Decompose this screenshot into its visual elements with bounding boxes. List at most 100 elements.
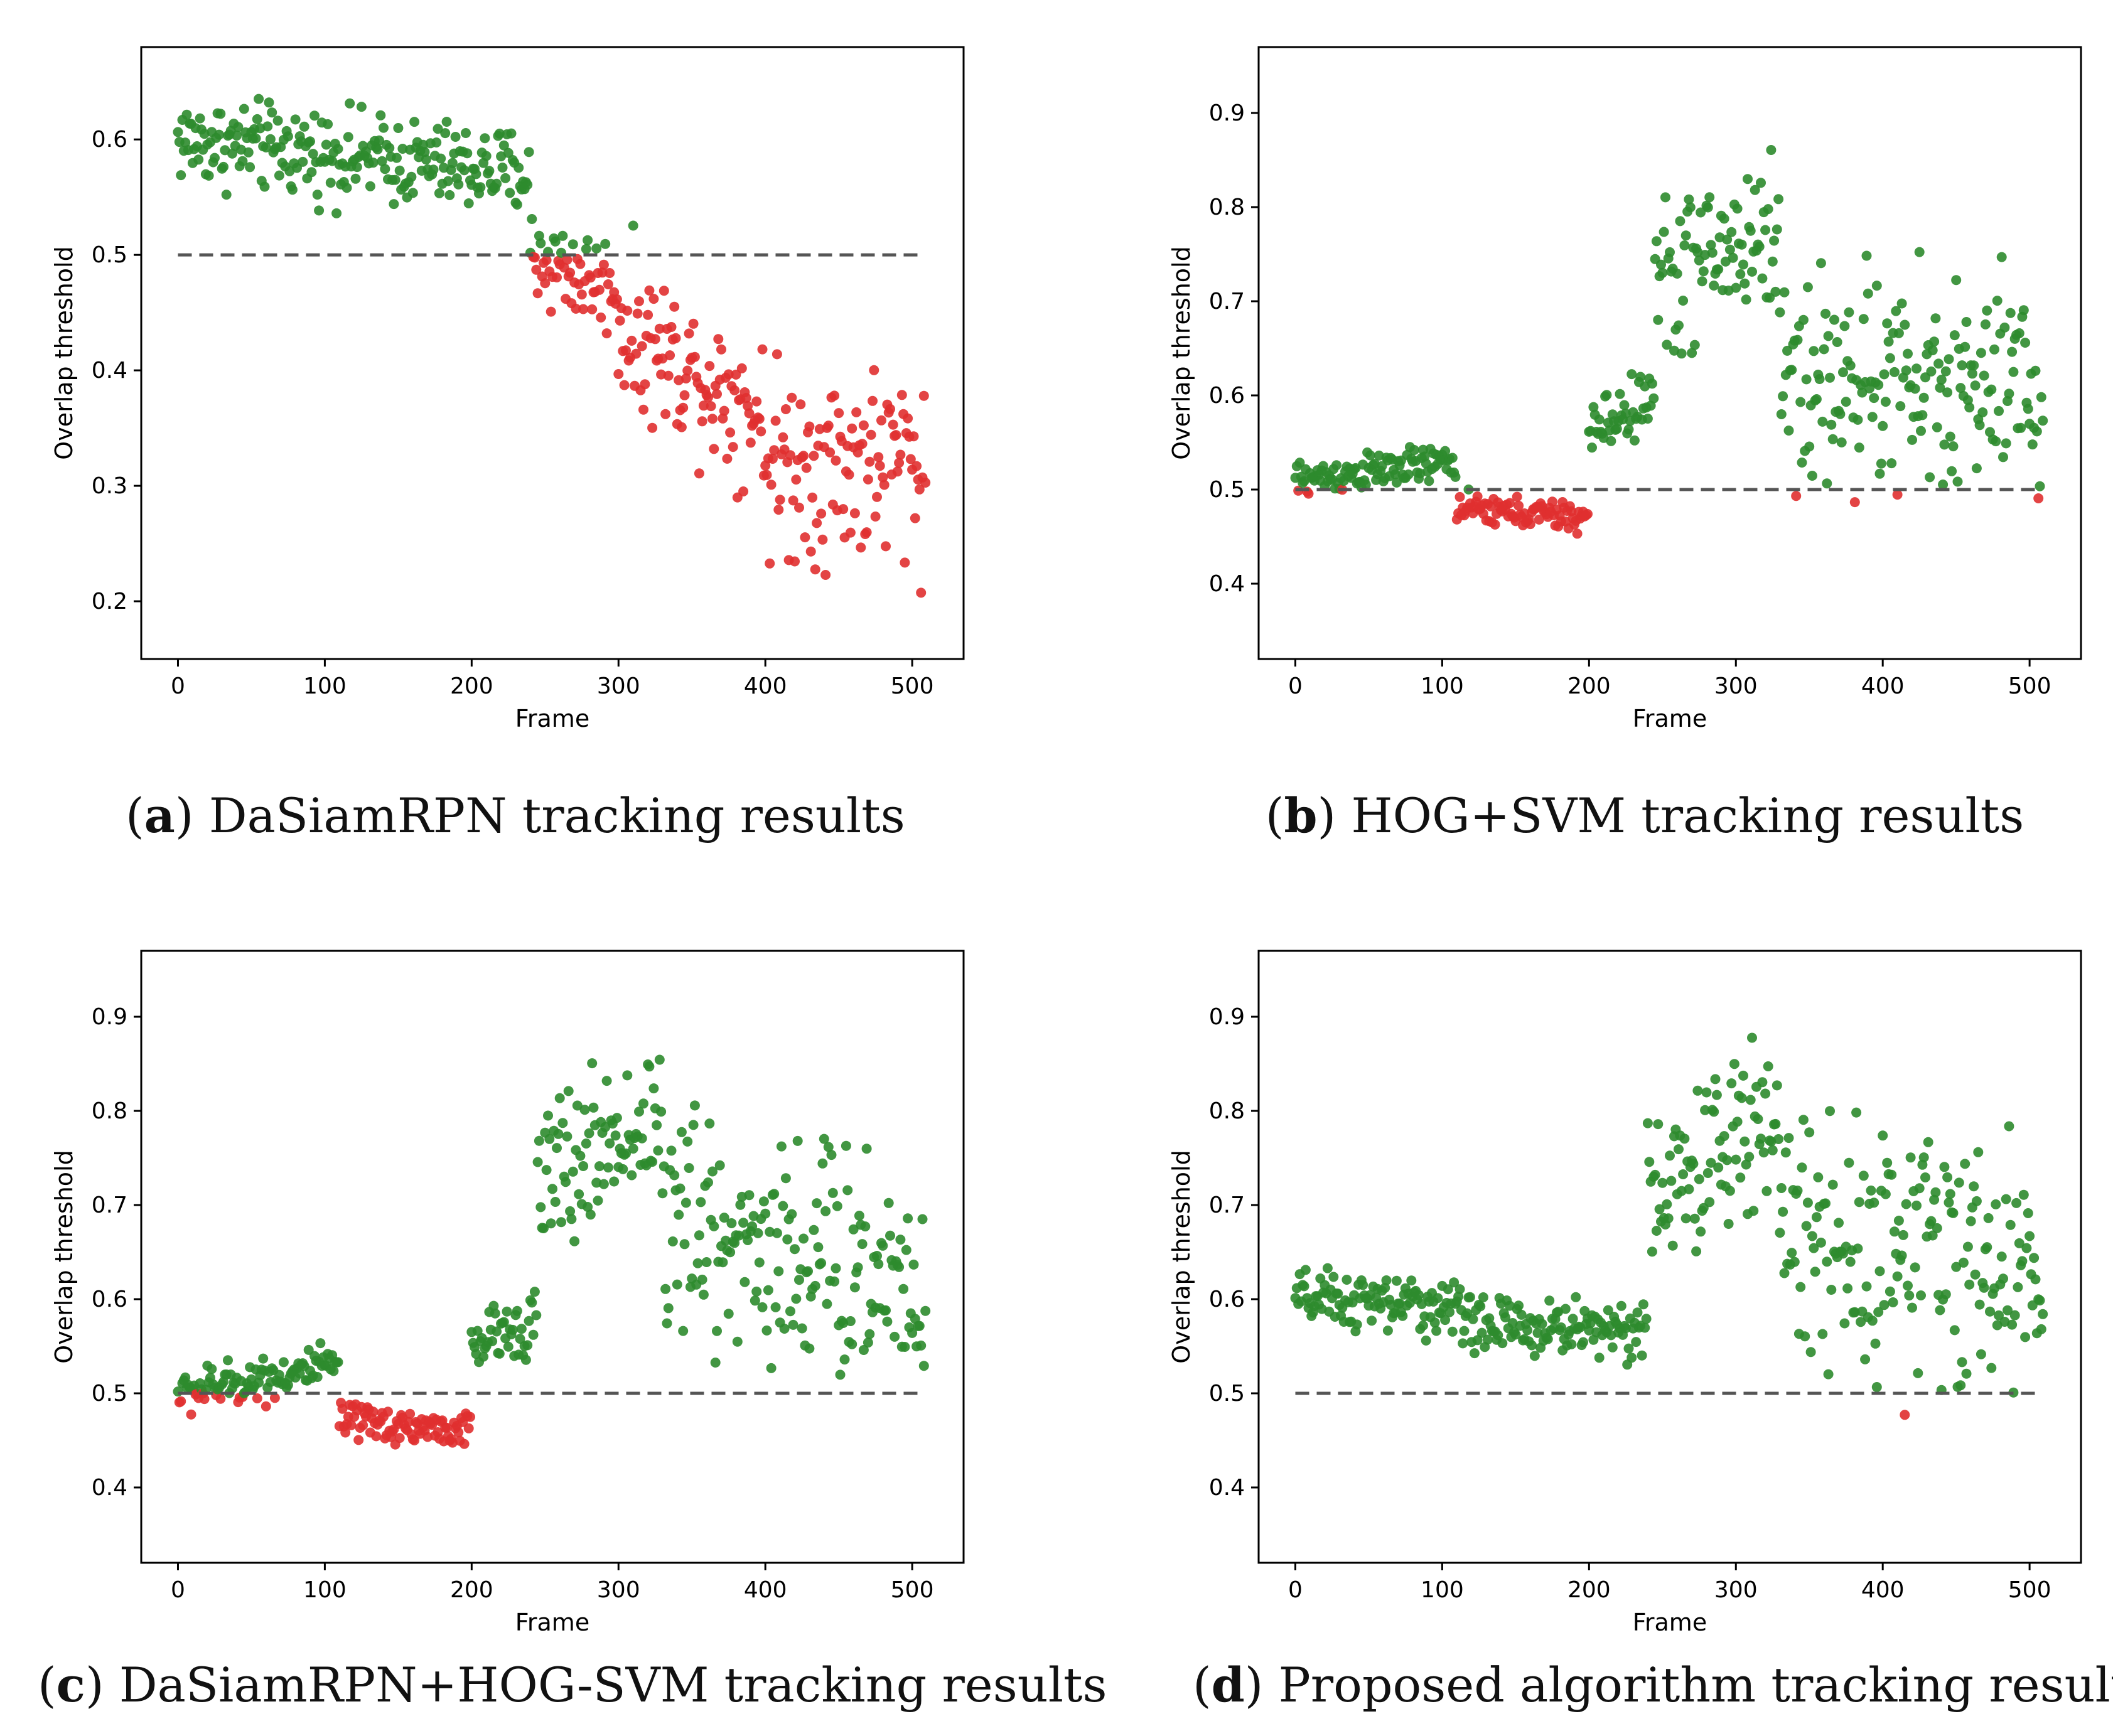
data-point <box>1594 1353 1605 1363</box>
data-point <box>766 1363 777 1373</box>
data-point <box>1820 1198 1831 1209</box>
data-point <box>1679 240 1690 250</box>
data-point <box>622 1070 633 1081</box>
data-point <box>861 1144 872 1154</box>
data-point <box>1722 1155 1733 1165</box>
data-point <box>767 454 778 464</box>
data-point <box>1667 1240 1678 1251</box>
x-tick-label: 400 <box>1861 1577 1905 1603</box>
data-point <box>1450 471 1461 482</box>
data-point <box>282 131 293 142</box>
data-point <box>1870 1338 1881 1349</box>
data-point <box>694 1230 704 1241</box>
data-point <box>1739 278 1750 289</box>
data-point <box>1662 340 1672 350</box>
y-tick-label: 0.6 <box>1209 1287 1245 1312</box>
data-point <box>1863 288 1873 299</box>
data-point <box>199 1394 210 1405</box>
data-point <box>557 230 568 241</box>
data-point <box>497 163 508 173</box>
data-point <box>215 1393 226 1404</box>
data-point <box>892 466 903 477</box>
data-point <box>648 294 659 304</box>
data-point <box>562 1131 573 1142</box>
data-point <box>701 1257 712 1267</box>
data-point <box>1940 1289 1951 1300</box>
data-point <box>261 1401 271 1412</box>
data-point <box>657 1188 668 1199</box>
x-tick-label: 300 <box>1714 1577 1758 1603</box>
data-point <box>1944 354 1954 365</box>
data-point <box>669 1170 680 1181</box>
data-point <box>1738 259 1748 270</box>
data-point <box>896 390 907 400</box>
data-point <box>603 279 613 289</box>
data-point <box>716 344 726 355</box>
data-point <box>1542 1334 1553 1344</box>
data-point <box>535 1202 546 1213</box>
data-point <box>239 104 249 114</box>
data-point <box>1367 1315 1377 1326</box>
data-point <box>597 267 608 278</box>
data-point <box>1687 348 1697 358</box>
data-point <box>1905 1152 1916 1163</box>
data-point <box>221 190 232 200</box>
data-point <box>328 1366 339 1376</box>
x-tick-label: 500 <box>891 1577 934 1603</box>
data-point <box>647 1157 658 1167</box>
data-point <box>684 1163 694 1173</box>
data-point <box>274 170 284 181</box>
data-point <box>872 491 882 502</box>
data-point <box>377 156 387 166</box>
data-point <box>443 176 453 186</box>
data-point <box>186 1409 196 1420</box>
data-point <box>1867 1315 1878 1326</box>
data-point <box>1689 1213 1700 1224</box>
data-point <box>1653 314 1664 325</box>
data-point <box>372 144 383 154</box>
data-point <box>575 1150 586 1161</box>
data-point <box>1965 1216 1976 1226</box>
chart-panel-c: 0 100 200 300 400 500 0.4 0.5 0.6 0.7 0.8 0.9 Frame O… <box>50 950 965 1632</box>
data-point <box>1900 1410 1910 1420</box>
data-point <box>1767 256 1778 267</box>
data-point <box>775 495 785 505</box>
y-tick-label: 0.6 <box>92 127 127 153</box>
data-point <box>1629 435 1640 446</box>
data-point <box>393 123 404 133</box>
data-point <box>1745 225 1756 236</box>
data-point <box>550 236 561 247</box>
data-point <box>900 1342 910 1352</box>
data-point <box>1775 1228 1785 1238</box>
data-point <box>648 1083 659 1094</box>
data-point <box>594 1161 605 1172</box>
data-point <box>365 181 375 191</box>
data-point <box>615 315 625 326</box>
data-point <box>885 1230 895 1241</box>
data-point <box>1835 409 1846 419</box>
data-point <box>552 272 562 282</box>
data-point <box>722 453 733 464</box>
data-point <box>719 405 729 416</box>
data-point <box>562 255 573 265</box>
data-point <box>1700 1105 1711 1115</box>
data-point <box>881 1305 891 1315</box>
data-point <box>1642 1118 1653 1128</box>
data-point <box>575 259 586 269</box>
data-point <box>567 1166 578 1177</box>
data-point <box>223 1355 233 1366</box>
data-point <box>854 1211 864 1221</box>
data-point <box>1458 1338 1468 1349</box>
data-point <box>812 518 822 528</box>
data-point <box>662 1318 672 1329</box>
data-point <box>1689 340 1700 350</box>
data-point <box>309 110 320 121</box>
data-point <box>914 1321 925 1331</box>
data-point <box>1754 242 1765 252</box>
data-point <box>849 508 860 518</box>
data-point <box>731 369 741 380</box>
data-point <box>605 268 615 278</box>
data-point <box>1706 240 1716 250</box>
data-point <box>1728 252 1738 263</box>
data-point <box>1626 1353 1637 1363</box>
